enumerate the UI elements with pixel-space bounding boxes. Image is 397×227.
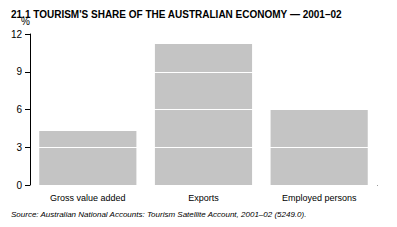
svg-text:Gross value added: Gross value added: [50, 193, 126, 203]
svg-text:9: 9: [16, 66, 22, 77]
svg-text:Employed persons: Employed persons: [282, 193, 357, 203]
svg-text:6: 6: [16, 104, 22, 115]
svg-text:21.1 TOURISM'S SHARE OF THE AU: 21.1 TOURISM'S SHARE OF THE AUSTRALIAN E…: [11, 9, 342, 20]
svg-text:3: 3: [16, 142, 22, 153]
svg-text:0: 0: [16, 180, 22, 191]
svg-text:Exports: Exports: [188, 193, 219, 203]
svg-text:12: 12: [11, 29, 23, 40]
svg-text:Source: Australian National Ac: Source: Australian National Accounts: To…: [11, 210, 306, 219]
